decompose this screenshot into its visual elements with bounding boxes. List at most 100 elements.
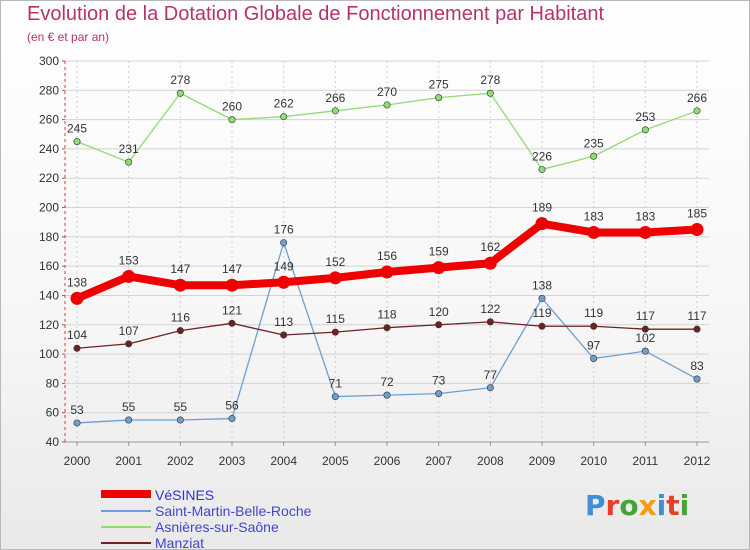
data-label: 121 (222, 303, 242, 317)
data-label: 55 (122, 400, 136, 414)
data-point (587, 225, 601, 239)
data-point (693, 325, 701, 333)
data-point (331, 393, 339, 401)
y-tick-label: 280 (39, 83, 59, 97)
data-point (122, 269, 136, 283)
y-tick-label: 200 (39, 201, 59, 215)
data-point (535, 217, 549, 231)
data-label: 156 (377, 249, 397, 263)
data-label: 162 (480, 240, 500, 254)
y-tick-label: 120 (39, 318, 59, 332)
data-point (486, 384, 494, 392)
data-label: 53 (70, 403, 84, 417)
data-label: 117 (687, 309, 706, 323)
data-label: 245 (67, 122, 87, 136)
x-tick-label: 2004 (270, 454, 297, 468)
data-label: 56 (225, 399, 239, 413)
data-label: 153 (119, 253, 139, 267)
data-labels: 138 153 147 147 149 152 156 159 162 189 183 183 185 5… (67, 73, 707, 417)
y-tick-label: 220 (39, 171, 59, 185)
data-label: 113 (274, 315, 293, 329)
data-label: 122 (480, 302, 500, 316)
x-tick-label: 2003 (219, 454, 246, 468)
data-point (590, 322, 598, 330)
data-label: 266 (325, 91, 345, 105)
y-tick-label: 100 (39, 347, 59, 361)
x-tick-label: 2007 (425, 454, 452, 468)
x-tick-label: 2009 (529, 454, 556, 468)
data-label: 73 (432, 374, 446, 388)
data-point (383, 391, 391, 399)
data-point (693, 107, 701, 115)
data-label: 116 (171, 311, 190, 325)
data-label: 119 (584, 306, 603, 320)
data-point (641, 126, 649, 134)
data-label: 55 (174, 400, 188, 414)
data-label: 97 (587, 338, 601, 352)
logo-letter: i (679, 489, 690, 522)
chart-title: Evolution de la Dotation Globale de Fonc… (27, 3, 605, 25)
data-point (331, 107, 339, 115)
data-label: 183 (635, 209, 655, 223)
data-point (435, 321, 443, 329)
data-point (383, 101, 391, 109)
x-tick-label: 2002 (167, 454, 194, 468)
data-point (641, 347, 649, 355)
y-tick-label: 60 (46, 406, 60, 420)
data-point (590, 354, 598, 362)
data-point (383, 324, 391, 332)
data-label: 189 (532, 201, 552, 215)
data-label: 278 (480, 73, 500, 87)
data-point (380, 265, 394, 279)
data-label: 149 (274, 259, 294, 273)
data-label: 185 (687, 207, 707, 221)
legend-swatch (101, 510, 151, 512)
legend: VéSINES Saint-Martin-Belle-Roche Asnières-… (101, 487, 421, 550)
data-point (538, 322, 546, 330)
data-point (280, 331, 288, 339)
logo-letter: x (638, 489, 657, 522)
y-tick-label: 260 (39, 113, 59, 127)
data-label: 275 (429, 78, 449, 92)
data-point (73, 138, 81, 146)
data-label: 138 (532, 278, 552, 292)
legend-item: VéSINES (101, 487, 421, 503)
data-point (277, 275, 291, 289)
legend-swatch (101, 542, 151, 544)
data-point (173, 278, 187, 292)
legend-label: Manziat (155, 535, 205, 550)
legend-label: Saint-Martin-Belle-Roche (155, 503, 312, 519)
x-tick-label: 2011 (632, 454, 658, 468)
y-tick-label: 300 (39, 54, 59, 68)
data-label: 138 (67, 275, 87, 289)
proxiti-logo: Proxiti (585, 489, 689, 522)
data-label: 107 (119, 324, 139, 338)
logo-letter: P (585, 489, 606, 522)
data-label: 270 (377, 85, 397, 99)
data-label: 118 (377, 308, 396, 322)
data-point (435, 94, 443, 102)
logo-letter: o (619, 489, 639, 522)
data-point (125, 340, 133, 348)
data-label: 159 (429, 245, 449, 259)
data-label: 231 (119, 142, 139, 156)
data-point (125, 416, 133, 424)
data-point (641, 325, 649, 333)
line-chart: 40 60 80 100 120 140 160 180 200 220 240 260 280 300 2… (39, 54, 711, 468)
x-tick-label: 2006 (374, 454, 401, 468)
data-point (280, 239, 288, 247)
y-tick-label: 160 (39, 259, 59, 273)
x-tick-label: 2008 (477, 454, 504, 468)
axes: 40 60 80 100 120 140 160 180 200 220 240 260 280 300 2… (39, 54, 711, 468)
series-group (70, 89, 704, 427)
data-label: 260 (222, 100, 242, 114)
data-point (590, 152, 598, 160)
data-point (73, 419, 81, 427)
data-label: 266 (687, 91, 707, 105)
y-tick-label: 140 (39, 288, 59, 302)
data-label: 226 (532, 149, 552, 163)
legend-swatch (101, 490, 151, 498)
logo-letter: r (605, 489, 620, 522)
data-label: 253 (635, 110, 655, 124)
y-tick-label: 240 (39, 142, 59, 156)
